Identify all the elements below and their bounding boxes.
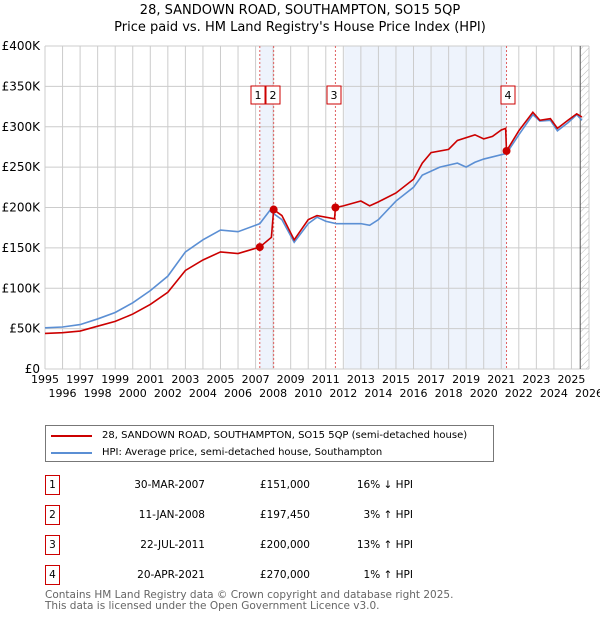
x-tick-label: 2025 [557, 373, 585, 386]
legend-label-hpi: HPI: Average price, semi-detached house,… [102, 447, 383, 458]
x-tick-label: 2014 [364, 387, 392, 400]
x-tick-label: 1998 [84, 387, 112, 400]
x-tick-label: 2012 [329, 387, 357, 400]
transaction-date: 20-APR-2021 [137, 569, 205, 581]
sale-marker-box [326, 85, 342, 105]
y-tick-label: £150K [2, 241, 42, 255]
transaction-date: 30-MAR-2007 [134, 479, 205, 491]
legend-swatch-hpi [51, 451, 92, 454]
x-tick-label: 2026 [575, 387, 600, 400]
legend-swatch-property [51, 434, 92, 437]
transaction-marker: 1 [45, 475, 60, 495]
x-tick-label: 2001 [136, 373, 164, 386]
x-tick-label: 2024 [540, 387, 568, 400]
y-tick-label: £200K [2, 201, 42, 215]
x-tick-label: 2006 [224, 387, 252, 400]
x-tick-label: 2000 [119, 387, 147, 400]
series-line [44, 110, 583, 335]
x-tick-label: 2021 [487, 373, 515, 386]
transaction-row: 4 20-APR-2021 £270,000 1% ↑ HPI [45, 565, 465, 585]
x-tick-label: 2018 [435, 387, 463, 400]
transaction-marker: 4 [45, 565, 60, 585]
chart-title-line2: Price paid vs. HM Land Registry's House … [114, 20, 486, 35]
x-tick-label: 2016 [400, 387, 428, 400]
sale-marker-label: 2 [270, 89, 277, 102]
legend-item-hpi: HPI: Average price, semi-detached house,… [51, 447, 382, 458]
y-tick-label: £350K [2, 79, 42, 93]
x-tick-label: 2008 [259, 387, 287, 400]
transaction-hpi: 3% ↑ HPI [363, 509, 413, 521]
x-tick-label: 2002 [154, 387, 182, 400]
x-tick-label: 2013 [347, 373, 375, 386]
x-tick-label: 2019 [452, 373, 480, 386]
transaction-date: 22-JUL-2011 [140, 539, 205, 551]
sale-point [331, 203, 340, 212]
sale-point [269, 205, 278, 214]
x-tick-label: 2007 [242, 373, 270, 386]
x-tick-label: 2004 [189, 387, 217, 400]
x-tick-label: 2017 [417, 373, 445, 386]
x-tick-label: 2020 [470, 387, 498, 400]
footer: Contains HM Land Registry data © Crown c… [45, 590, 453, 612]
sale-marker-label: 3 [331, 89, 338, 102]
sale-marker-label: 1 [255, 89, 262, 102]
footer-line2: This data is licensed under the Open Gov… [45, 600, 380, 612]
x-tick-label: 2009 [277, 373, 305, 386]
x-tick-label: 2010 [294, 387, 322, 400]
sale-marker-box [250, 85, 266, 105]
x-tick-label: 2022 [505, 387, 533, 400]
x-tick-label: 2011 [312, 373, 340, 386]
legend: 28, SANDOWN ROAD, SOUTHAMPTON, SO15 5QP … [45, 425, 494, 462]
transaction-hpi: 16% ↓ HPI [356, 479, 413, 491]
x-tick-label: 1999 [101, 373, 129, 386]
y-tick-label: £100K [2, 281, 42, 295]
y-tick-label: £50K [9, 322, 41, 336]
transaction-row: 1 30-MAR-2007 £151,000 16% ↓ HPI [45, 475, 465, 495]
transaction-price: £197,450 [259, 509, 310, 521]
x-tick-label: 2005 [206, 373, 234, 386]
transaction-row: 2 11-JAN-2008 £197,450 3% ↑ HPI [45, 505, 465, 525]
legend-label-property: 28, SANDOWN ROAD, SOUTHAMPTON, SO15 5QP … [102, 430, 468, 441]
x-tick-label: 1995 [31, 373, 59, 386]
transaction-date: 11-JAN-2008 [138, 509, 205, 521]
sale-marker-label: 4 [505, 89, 512, 102]
chart-title-line1: 28, SANDOWN ROAD, SOUTHAMPTON, SO15 5QP [139, 3, 461, 18]
sale-marker-box [500, 85, 516, 105]
sale-point [502, 146, 511, 155]
sale-point [255, 243, 264, 252]
x-tick-label: 2003 [171, 373, 199, 386]
legend-item-property: 28, SANDOWN ROAD, SOUTHAMPTON, SO15 5QP … [51, 430, 467, 441]
sale-marker-box [265, 85, 281, 105]
transaction-marker: 3 [45, 535, 60, 555]
transaction-price: £151,000 [259, 479, 310, 491]
y-tick-label: £300K [2, 120, 42, 134]
footer-line1: Contains HM Land Registry data © Crown c… [45, 589, 454, 601]
transaction-price: £200,000 [259, 539, 310, 551]
x-tick-label: 1997 [66, 373, 94, 386]
x-tick-label: 2023 [522, 373, 550, 386]
transaction-price: £270,000 [259, 569, 310, 581]
x-tick-label: 2015 [382, 373, 410, 386]
transaction-hpi: 1% ↑ HPI [363, 569, 413, 581]
price-chart: 1995199619971998199920002001200220032004… [2, 39, 600, 400]
x-tick-label: 1996 [49, 387, 77, 400]
transaction-marker: 2 [45, 505, 60, 525]
series-line [44, 113, 583, 329]
y-tick-label: £0 [25, 362, 40, 376]
transaction-row: 3 22-JUL-2011 £200,000 13% ↑ HPI [45, 535, 465, 555]
transaction-hpi: 13% ↑ HPI [356, 539, 413, 551]
y-tick-label: £400K [2, 39, 42, 53]
y-tick-label: £250K [2, 160, 42, 174]
